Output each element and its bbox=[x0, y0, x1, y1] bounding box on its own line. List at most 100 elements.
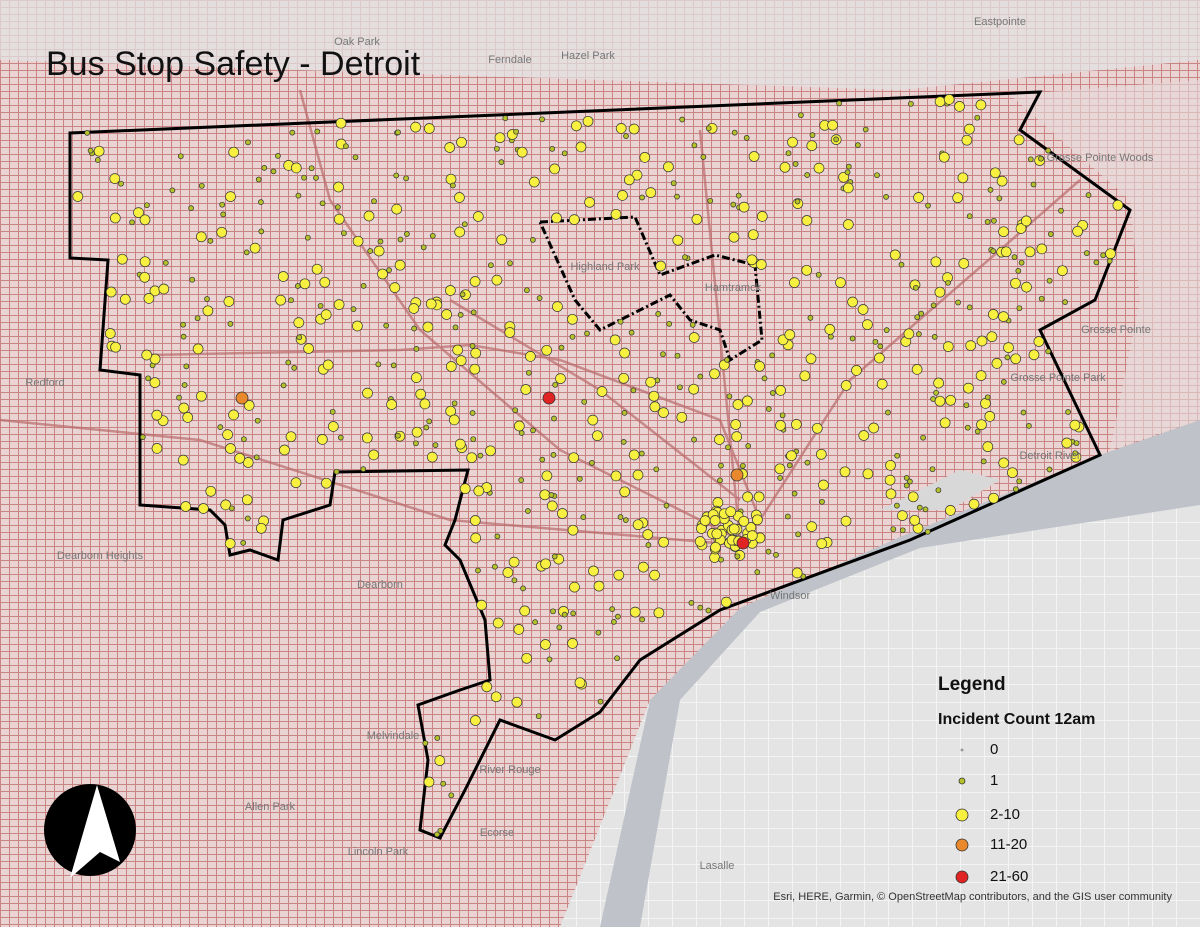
bus-stop bbox=[207, 238, 214, 244]
bus-stop bbox=[492, 563, 498, 570]
bus-stop bbox=[991, 358, 1003, 369]
bus-stop bbox=[1015, 268, 1022, 274]
bus-stop bbox=[1020, 409, 1027, 416]
bus-stop bbox=[907, 478, 913, 485]
bus-stop bbox=[1069, 419, 1081, 431]
bus-stop bbox=[546, 656, 553, 663]
bus-stop bbox=[188, 205, 194, 211]
bus-stop bbox=[469, 515, 481, 526]
bus-stop bbox=[368, 449, 380, 461]
bus-stop bbox=[575, 141, 587, 153]
bus-stop bbox=[629, 606, 641, 618]
place-label: Ecorse bbox=[480, 827, 514, 839]
bus-stop bbox=[697, 373, 704, 380]
bus-stop bbox=[437, 827, 444, 834]
bus-stop bbox=[648, 390, 660, 402]
bus-stop bbox=[784, 513, 791, 520]
bus-stop bbox=[456, 136, 467, 148]
place-label: Dearborn bbox=[357, 579, 403, 591]
bus-stop bbox=[234, 452, 246, 464]
bus-stop bbox=[816, 538, 828, 549]
bus-stop bbox=[990, 248, 997, 254]
bus-stop bbox=[991, 217, 997, 224]
bus-stop bbox=[512, 407, 519, 414]
bus-stop bbox=[1013, 134, 1025, 146]
bus-stop bbox=[697, 604, 704, 611]
place-label: Dearborn Heights bbox=[57, 550, 144, 562]
bus-stop bbox=[775, 385, 786, 396]
bus-stop bbox=[984, 394, 991, 401]
bus-stop bbox=[241, 436, 247, 443]
bus-stop bbox=[1105, 248, 1116, 260]
bus-stop bbox=[158, 283, 170, 295]
bus-stop bbox=[663, 502, 670, 509]
bus-stop bbox=[198, 503, 209, 514]
bus-stop bbox=[220, 499, 232, 511]
bus-stop bbox=[204, 296, 210, 302]
bus-stop bbox=[725, 444, 731, 451]
bus-stop bbox=[709, 515, 721, 526]
bus-stop bbox=[304, 234, 311, 241]
bus-stop bbox=[655, 311, 662, 317]
bus-stop bbox=[1027, 156, 1034, 163]
bus-stop bbox=[988, 492, 999, 504]
bus-stop bbox=[389, 282, 401, 293]
bus-stop bbox=[225, 191, 236, 202]
bus-stop bbox=[813, 162, 825, 174]
place-labels: Eastpointe Oak Park Ferndale Hazel Park High… bbox=[25, 16, 1153, 872]
bus-stop bbox=[920, 434, 926, 441]
bus-stop bbox=[244, 515, 251, 522]
bus-stop bbox=[571, 120, 582, 132]
bus-stop bbox=[526, 369, 532, 376]
bus-stop bbox=[258, 199, 264, 205]
bus-stop bbox=[980, 398, 991, 409]
bus-stop bbox=[1106, 258, 1113, 264]
bus-stop bbox=[490, 691, 502, 703]
bus-stop bbox=[470, 532, 482, 544]
bus-stop bbox=[855, 142, 861, 148]
bus-stop bbox=[470, 436, 477, 443]
bus-stop bbox=[457, 312, 464, 318]
bus-stop bbox=[840, 380, 852, 391]
bus-stop bbox=[974, 428, 981, 435]
bus-stops bbox=[72, 94, 1124, 838]
bus-stop bbox=[1016, 478, 1023, 485]
bus-stop bbox=[1046, 277, 1053, 284]
bus-stop bbox=[883, 194, 889, 200]
legend-symbol bbox=[955, 838, 969, 852]
bus-stop bbox=[889, 249, 901, 261]
bus-stop bbox=[413, 440, 419, 447]
bus-stop bbox=[862, 126, 869, 133]
bus-stop bbox=[241, 494, 253, 506]
bus-stop bbox=[104, 328, 116, 339]
bus-stop bbox=[806, 521, 818, 532]
bus-stop bbox=[1016, 305, 1023, 312]
bus-stop bbox=[728, 523, 740, 535]
bus-stop bbox=[801, 215, 813, 226]
bus-stop bbox=[658, 407, 669, 418]
bus-stop bbox=[341, 230, 347, 237]
bus-stop bbox=[908, 100, 914, 107]
bus-stop bbox=[377, 238, 384, 245]
bus-stop bbox=[963, 402, 970, 409]
bus-stop bbox=[516, 146, 528, 158]
bus-stop bbox=[765, 406, 772, 412]
bus-stop bbox=[1003, 342, 1014, 353]
bus-stop bbox=[736, 536, 750, 550]
bus-stop bbox=[440, 780, 447, 787]
bus-stop bbox=[897, 510, 908, 521]
bus-stop bbox=[748, 151, 760, 162]
bus-stop bbox=[561, 611, 568, 618]
bus-stop bbox=[360, 283, 367, 289]
bus-stop bbox=[452, 344, 464, 356]
bus-stop bbox=[507, 260, 513, 267]
bus-stop bbox=[899, 527, 906, 534]
grosse-pointe bbox=[1010, 80, 1200, 450]
bus-stop bbox=[617, 318, 624, 325]
bus-stop bbox=[322, 359, 334, 371]
bus-stop bbox=[277, 271, 289, 282]
legend-symbol bbox=[955, 808, 969, 822]
bus-stop bbox=[422, 321, 434, 333]
bus-stop bbox=[317, 434, 328, 445]
bus-stop bbox=[301, 174, 307, 181]
